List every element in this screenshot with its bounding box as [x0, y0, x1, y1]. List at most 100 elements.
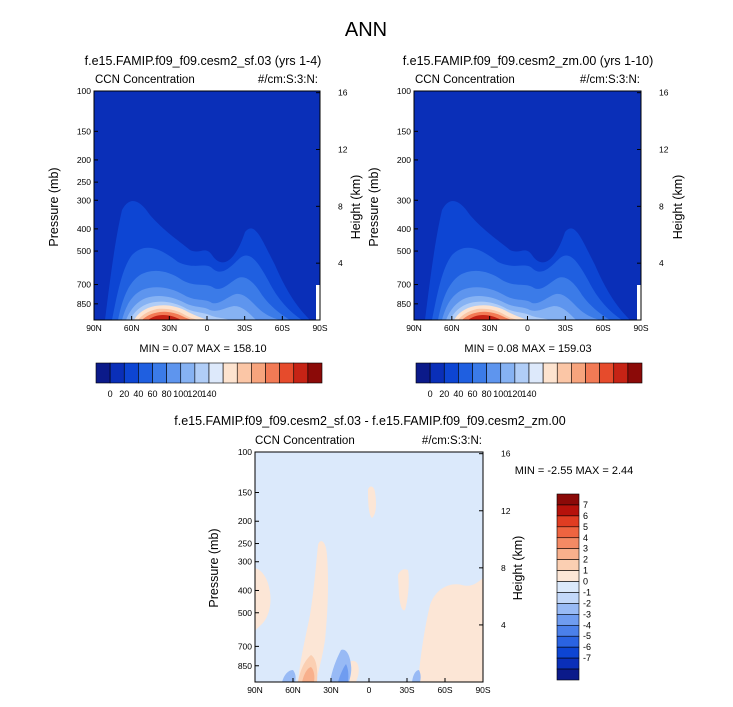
- panel-1-contour-band-10: [148, 315, 181, 320]
- colorbar-swatch: [556, 493, 580, 506]
- colorbar-tick-label: 0: [428, 389, 433, 399]
- y-tick-label: 250: [77, 177, 91, 187]
- colorbar-swatch: [443, 362, 459, 384]
- y-tick-label: 500: [397, 246, 411, 256]
- panel-1: f.e15.FAMIP.f09_f09.cesm2_sf.03 (yrs 1-4…: [47, 54, 363, 399]
- x-tick-label: 90S: [633, 323, 648, 333]
- y-tick-label: 700: [397, 280, 411, 290]
- colorbar-swatch: [627, 362, 643, 384]
- right-y-tick-label: 16: [659, 88, 669, 98]
- panel-2-left-string: CCN Concentration: [415, 74, 515, 86]
- y-tick-label: 850: [397, 299, 411, 309]
- panel-3-positive-region-3: [368, 486, 376, 518]
- y-tick-label: 100: [77, 86, 91, 96]
- colorbar-tick-label: 60: [147, 389, 157, 399]
- x-tick-label: 30N: [323, 685, 339, 695]
- colorbar-tick-label: 20: [439, 389, 449, 399]
- x-tick-label: 90S: [312, 323, 327, 333]
- colorbar-tick-label: 0: [583, 577, 588, 587]
- colorbar-tick-label: -2: [583, 598, 591, 608]
- colorbar-swatch: [542, 362, 558, 384]
- y-tick-label: 150: [238, 488, 252, 498]
- x-tick-label: 0: [367, 685, 372, 695]
- x-tick-label: 30N: [162, 323, 178, 333]
- y-tick-label: 400: [77, 224, 91, 234]
- panel-3-y-ticks: 100 150 200 250 300 400 500 700 850: [238, 447, 259, 671]
- colorbar-swatch: [528, 362, 544, 384]
- colorbar-swatch: [251, 362, 266, 384]
- panel-3-plot-area: [254, 451, 484, 683]
- colorbar-tick-label: -3: [583, 609, 591, 619]
- panel-1-min-max: MIN = 0.07 MAX = 158.10: [139, 343, 266, 355]
- colorbar-tick-label: 100: [173, 389, 188, 399]
- colorbar-swatch: [109, 362, 125, 384]
- colorbar-swatch: [556, 614, 580, 626]
- colorbar-swatch: [194, 362, 210, 384]
- colorbar-tick-label: 100: [493, 389, 508, 399]
- y-tick-label: 200: [238, 516, 252, 526]
- colorbar-tick-label: 120: [187, 389, 202, 399]
- colorbar-tick-label: 40: [133, 389, 143, 399]
- colorbar-tick-label: -7: [583, 653, 591, 663]
- right-y-tick-label: 8: [659, 201, 664, 211]
- x-tick-label: 60N: [444, 323, 460, 333]
- colorbar-swatch: [599, 362, 615, 384]
- colorbar-swatch: [556, 635, 580, 648]
- right-y-tick-label: 12: [338, 145, 348, 155]
- colorbar-tick-label: 2: [583, 555, 588, 565]
- panel-2-contour-band-10: [468, 315, 501, 320]
- panel-3-positive-region-6: [418, 578, 483, 682]
- colorbar-swatch: [556, 362, 572, 384]
- colorbar-swatch: [556, 646, 580, 659]
- right-y-tick-label: 16: [501, 449, 511, 459]
- colorbar-swatch: [152, 362, 167, 384]
- x-tick-label: 60S: [596, 323, 611, 333]
- y-tick-label: 700: [238, 641, 252, 651]
- colorbar-tick-label: 140: [201, 389, 216, 399]
- colorbar-swatch: [556, 592, 580, 604]
- panel-2-min-max: MIN = 0.08 MAX = 159.03: [464, 343, 591, 355]
- colorbar-swatch: [556, 537, 580, 550]
- x-tick-label: 0: [525, 323, 530, 333]
- colorbar-swatch: [293, 362, 309, 384]
- colorbar-tick-label: 5: [583, 522, 588, 532]
- colorbar-tick-label: 7: [583, 500, 588, 510]
- x-tick-label: 90N: [247, 685, 263, 695]
- x-tick-label: 0: [205, 323, 210, 333]
- colorbar-tick-label: -1: [583, 587, 591, 597]
- x-tick-label: 30N: [482, 323, 498, 333]
- y-tick-label: 850: [238, 661, 252, 671]
- panel-3-positive-region-2: [298, 541, 329, 682]
- panel-3-ylabel-right: Height (km): [511, 536, 525, 601]
- panel-1-ylabel: Pressure (mb): [47, 167, 61, 246]
- right-y-tick-label: 4: [338, 258, 343, 268]
- colorbar-swatch: [571, 362, 586, 384]
- colorbar-swatch: [415, 362, 431, 384]
- colorbar-swatch: [556, 603, 580, 615]
- panel-3-positive-region-8: [302, 667, 315, 682]
- colorbar-tick-label: 120: [507, 389, 522, 399]
- colorbar-tick-label: 20: [119, 389, 129, 399]
- y-tick-label: 300: [397, 195, 411, 205]
- panel-1-ylabel-right: Height (km): [349, 175, 363, 240]
- right-y-tick-label: 4: [501, 620, 506, 630]
- colorbar-swatch: [265, 362, 280, 384]
- colorbar-swatch: [556, 624, 580, 637]
- right-y-tick-label: 16: [338, 88, 348, 98]
- colorbar-swatch: [95, 362, 111, 384]
- colorbar-swatch: [180, 362, 196, 384]
- colorbar-tick-label: 0: [108, 389, 113, 399]
- x-tick-label: 90N: [86, 323, 102, 333]
- panel-1-colorbar: 0 20 40 60 80 100 120 140: [95, 362, 323, 399]
- right-y-tick-label: 12: [501, 506, 511, 516]
- y-tick-label: 700: [77, 280, 91, 290]
- colorbar-swatch: [236, 362, 252, 384]
- panel-1-title: f.e15.FAMIP.f09_f09.cesm2_sf.03 (yrs 1-4…: [85, 54, 322, 68]
- x-tick-label: 90S: [475, 685, 490, 695]
- y-tick-label: 200: [77, 155, 91, 165]
- colorbar-swatch: [429, 362, 445, 384]
- x-tick-label: 60N: [124, 323, 140, 333]
- panel-2: f.e15.FAMIP.f09_f09.cesm2_zm.00 (yrs 1-1…: [367, 54, 685, 399]
- panel-3-negative-region-1: [282, 670, 296, 682]
